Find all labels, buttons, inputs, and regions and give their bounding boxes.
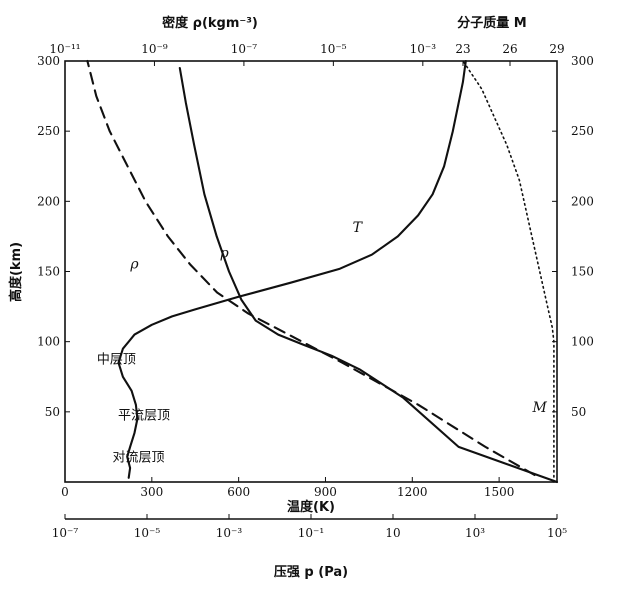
temp-tick-label-1200: 1200 <box>397 485 428 499</box>
left-tick-label-150: 150 <box>37 265 60 279</box>
labels-group: 50 100 150 200 250 300 50 100 150 200 250 300 0 300 60… <box>8 15 594 580</box>
pressure-tick-label-2: 10⁻³ <box>216 526 243 540</box>
mass-tick-label-26: 26 <box>502 42 517 56</box>
density-tick-label-0: 10⁻¹¹ <box>49 42 80 56</box>
pressure-axis-title: 压强 p (Pa) <box>274 565 348 580</box>
density-tick-label-2: 10⁻⁷ <box>231 42 258 56</box>
altitude-axis-title: 高度(km) <box>8 242 24 302</box>
right-tick-label-300: 300 <box>571 54 594 68</box>
series-line-3 <box>462 60 555 483</box>
annotation-1: 平流层顶 <box>118 409 170 424</box>
series-line-2 <box>86 59 536 477</box>
density-tick-label-3: 10⁻⁵ <box>320 42 347 56</box>
curve-label-0: T <box>353 220 364 236</box>
series-group <box>86 59 559 484</box>
right-tick-label-150: 150 <box>571 265 594 279</box>
left-tick-label-250: 250 <box>37 124 60 138</box>
pressure-tick-label-6: 10⁵ <box>547 526 567 540</box>
density-axis-title: 密度 ρ(kgm⁻³) <box>161 15 258 31</box>
curve-label-2: ρ <box>129 257 139 273</box>
density-tick-label-1: 10⁻⁹ <box>141 42 168 56</box>
temp-tick-label-1500: 1500 <box>484 485 515 499</box>
left-tick-label-300: 300 <box>37 54 60 68</box>
annotation-2: 对流层顶 <box>112 451 164 466</box>
right-tick-label-100: 100 <box>571 335 594 349</box>
plot-frame <box>64 60 558 520</box>
temp-tick-label-300: 300 <box>140 485 163 499</box>
mass-tick-label-29: 29 <box>549 42 564 56</box>
right-tick-label-50: 50 <box>571 405 586 419</box>
temp-tick-label-0: 0 <box>61 485 69 499</box>
density-tick-label-4: 10⁻³ <box>410 42 437 56</box>
right-tick-label-250: 250 <box>571 124 594 138</box>
pressure-tick-label-3: 10⁻¹ <box>298 526 324 540</box>
left-tick-label-100: 100 <box>37 335 60 349</box>
series-line-0 <box>117 59 467 479</box>
mass-axis-title: 分子质量 M <box>457 15 526 31</box>
pressure-tick-label-4: 10 <box>385 526 400 540</box>
left-tick-label-50: 50 <box>45 405 60 419</box>
right-tick-label-200: 200 <box>571 194 594 208</box>
temp-tick-label-900: 900 <box>314 485 337 499</box>
series-line-1 <box>178 66 559 484</box>
temperature-axis-title: 温度(K) <box>287 499 335 515</box>
curve-label-1: p <box>220 245 229 261</box>
pressure-tick-label-0: 10⁻⁷ <box>52 526 79 540</box>
left-tick-label-200: 200 <box>37 194 60 208</box>
curve-label-3: M <box>531 400 547 416</box>
mass-tick-label-23: 23 <box>455 42 470 56</box>
pressure-tick-label-5: 10³ <box>465 526 485 540</box>
annotation-0: 中层顶 <box>97 353 136 368</box>
pressure-tick-label-1: 10⁻⁵ <box>134 526 161 540</box>
temp-tick-label-600: 600 <box>227 485 250 499</box>
